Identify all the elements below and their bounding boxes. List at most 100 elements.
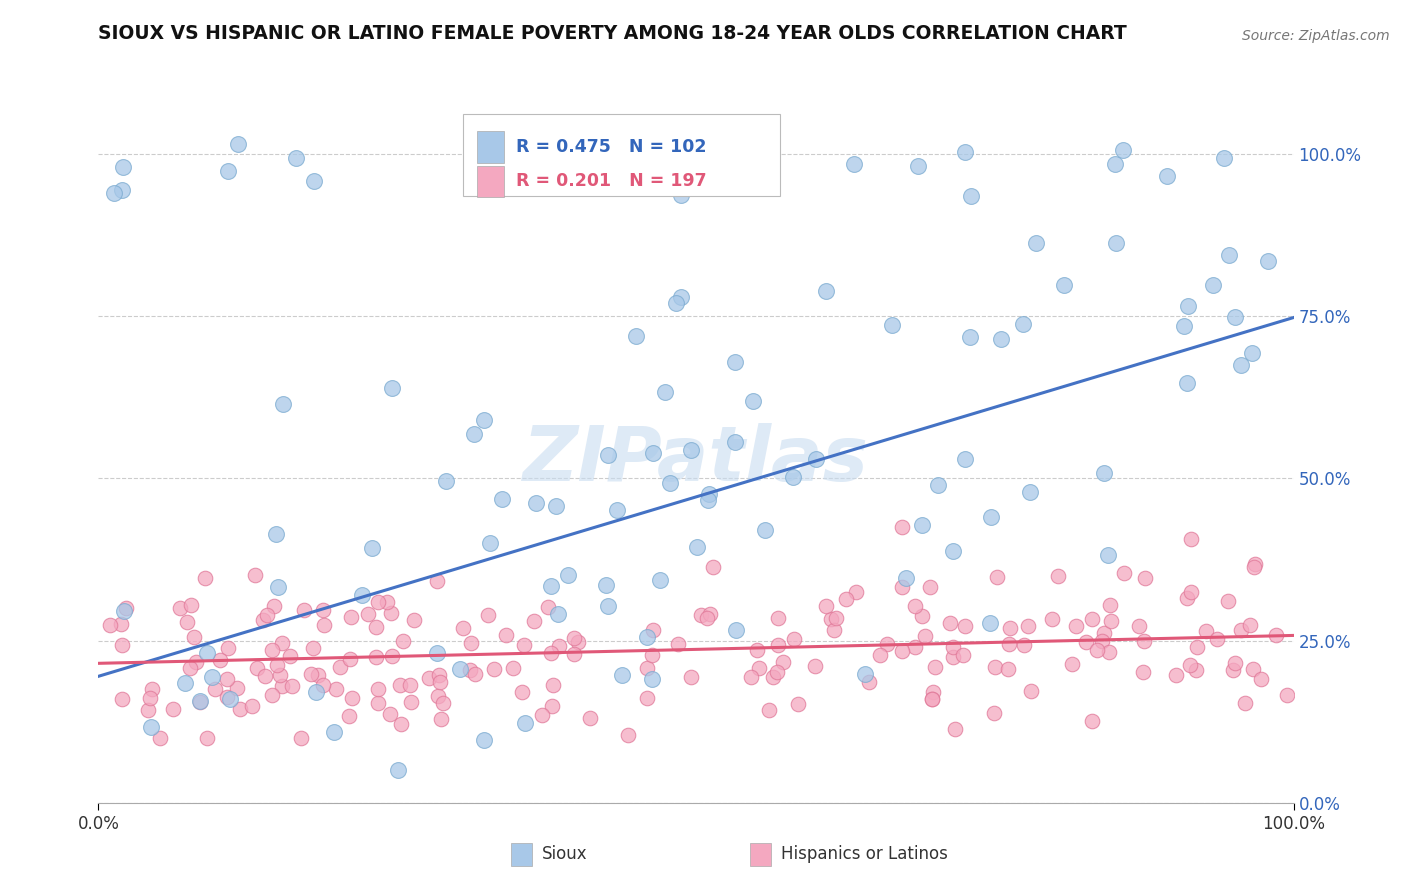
Hispanics or Latinos (299, 666, 322, 681)
Hispanics or Latinos (243, 567, 266, 582)
Hispanics or Latinos (398, 678, 420, 692)
Hispanics or Latinos (1275, 688, 1298, 702)
Hispanics or Latinos (922, 685, 945, 699)
Hispanics or Latinos (1239, 617, 1261, 632)
Hispanics or Latinos (758, 703, 780, 717)
Hispanics or Latinos (252, 613, 274, 627)
Sioux (1177, 299, 1199, 313)
Sioux (806, 452, 828, 467)
Hispanics or Latinos (1099, 614, 1122, 628)
Sioux (664, 296, 686, 310)
Sioux (814, 285, 837, 299)
Hispanics or Latinos (783, 632, 806, 646)
Hispanics or Latinos (825, 611, 848, 625)
Hispanics or Latinos (366, 650, 388, 665)
Sioux (381, 381, 404, 395)
Sioux (669, 187, 692, 202)
Hispanics or Latinos (380, 648, 402, 663)
Text: R = 0.201   N = 197: R = 0.201 N = 197 (516, 172, 706, 191)
Hispanics or Latinos (217, 641, 239, 656)
Hispanics or Latinos (1092, 626, 1115, 640)
Hispanics or Latinos (904, 640, 927, 655)
Sioux (606, 503, 628, 517)
Hispanics or Latinos (357, 607, 380, 622)
Hispanics or Latinos (567, 634, 589, 648)
Sioux (853, 667, 876, 681)
Hispanics or Latinos (540, 698, 562, 713)
Hispanics or Latinos (537, 599, 560, 614)
Hispanics or Latinos (1164, 668, 1187, 682)
Hispanics or Latinos (194, 571, 217, 585)
Hispanics or Latinos (762, 670, 785, 684)
Sioux (524, 496, 547, 510)
Hispanics or Latinos (1206, 632, 1229, 647)
Hispanics or Latinos (666, 637, 689, 651)
Hispanics or Latinos (747, 643, 769, 657)
Sioux (668, 174, 690, 188)
Hispanics or Latinos (766, 665, 789, 679)
Hispanics or Latinos (636, 691, 658, 706)
Sioux (103, 186, 125, 200)
Hispanics or Latinos (337, 708, 360, 723)
Hispanics or Latinos (983, 706, 1005, 721)
Hispanics or Latinos (804, 658, 827, 673)
Hispanics or Latinos (484, 662, 506, 676)
Sioux (1011, 318, 1033, 332)
Hispanics or Latinos (1243, 560, 1265, 574)
Hispanics or Latinos (270, 679, 292, 693)
Hispanics or Latinos (110, 692, 132, 706)
Hispanics or Latinos (188, 695, 211, 709)
Text: ZIPatlas: ZIPatlas (523, 424, 869, 497)
Sioux (1223, 310, 1246, 324)
Sioux (352, 587, 374, 601)
Hispanics or Latinos (502, 661, 524, 675)
Hispanics or Latinos (523, 614, 546, 628)
Hispanics or Latinos (430, 712, 453, 726)
Hispanics or Latinos (1091, 634, 1114, 648)
Hispanics or Latinos (986, 570, 1008, 584)
Bar (477, 166, 503, 197)
Hispanics or Latinos (564, 631, 586, 645)
Sioux (1053, 278, 1076, 293)
Bar (477, 131, 503, 162)
Sioux (264, 527, 287, 541)
Hispanics or Latinos (1185, 640, 1208, 654)
Hispanics or Latinos (169, 601, 191, 615)
Sioux (648, 573, 671, 587)
Hispanics or Latinos (364, 620, 387, 634)
Hispanics or Latinos (858, 675, 880, 690)
Sioux (1112, 143, 1135, 157)
Hispanics or Latinos (427, 668, 450, 682)
Hispanics or Latinos (266, 657, 288, 672)
Sioux (201, 670, 224, 684)
Sioux (449, 662, 471, 676)
Sioux (697, 487, 720, 501)
Hispanics or Latinos (1233, 696, 1256, 710)
Hispanics or Latinos (1047, 568, 1070, 582)
Hispanics or Latinos (1230, 624, 1253, 638)
Hispanics or Latinos (453, 621, 475, 635)
Text: Hispanics or Latinos: Hispanics or Latinos (780, 846, 948, 863)
Sioux (1202, 277, 1225, 292)
Sioux (842, 157, 865, 171)
Hispanics or Latinos (115, 601, 138, 615)
FancyBboxPatch shape (463, 114, 780, 196)
Sioux (1241, 345, 1264, 359)
Hispanics or Latinos (339, 652, 361, 666)
Sioux (1257, 254, 1279, 268)
Hispanics or Latinos (1185, 663, 1208, 677)
Hispanics or Latinos (918, 580, 941, 594)
Bar (510, 843, 533, 865)
Sioux (1230, 358, 1253, 372)
Sioux (595, 578, 617, 592)
Hispanics or Latinos (342, 690, 364, 705)
Sioux (1018, 484, 1040, 499)
Hispanics or Latinos (1000, 621, 1022, 635)
Hispanics or Latinos (1218, 594, 1240, 608)
Hispanics or Latinos (367, 696, 389, 710)
Hispanics or Latinos (914, 629, 936, 643)
Hispanics or Latinos (921, 692, 943, 706)
Hispanics or Latinos (228, 702, 250, 716)
Sioux (754, 523, 776, 537)
Sioux (361, 541, 384, 556)
